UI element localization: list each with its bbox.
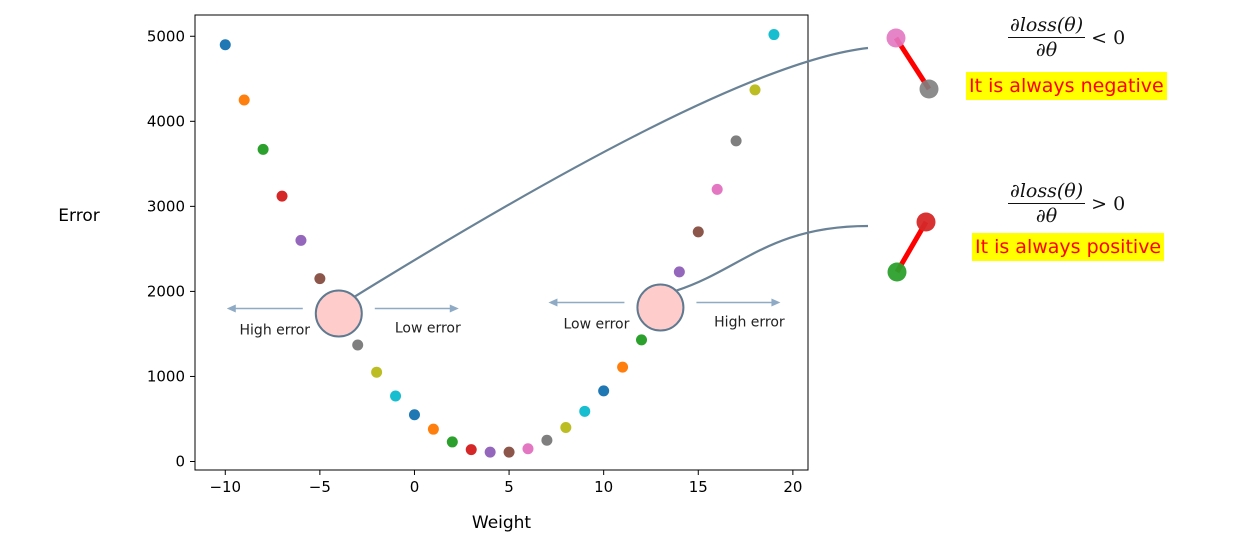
data-point bbox=[484, 446, 496, 458]
x-tick-label: −10 bbox=[209, 478, 241, 496]
data-point bbox=[390, 390, 402, 402]
data-point bbox=[749, 84, 761, 96]
x-tick-label: 10 bbox=[594, 478, 613, 496]
formula-numerator: ∂loss(θ) bbox=[1008, 14, 1086, 38]
formula-denominator: ∂θ bbox=[1035, 39, 1058, 61]
data-point bbox=[295, 234, 307, 246]
formula-relation: > 0 bbox=[1091, 192, 1126, 215]
positive-derivative-formula: ∂loss(θ) ∂θ > 0 bbox=[1008, 180, 1125, 227]
plot-frame bbox=[194, 14, 809, 471]
highlight-circle bbox=[314, 289, 363, 338]
right-arrow-label: Low error bbox=[395, 321, 461, 337]
formula-relation: < 0 bbox=[1091, 26, 1126, 49]
data-point bbox=[238, 94, 250, 106]
data-point bbox=[465, 444, 477, 456]
highlight-circle bbox=[636, 283, 685, 332]
data-point bbox=[617, 361, 629, 373]
y-tick-label: 2000 bbox=[147, 282, 185, 300]
x-tick-label: 15 bbox=[689, 478, 708, 496]
data-point bbox=[560, 421, 572, 433]
positive-slope-line bbox=[894, 220, 929, 274]
y-axis-label: Error bbox=[58, 206, 99, 226]
formula-numerator: ∂loss(θ) bbox=[1008, 180, 1086, 204]
left-arrow-label: High error bbox=[240, 323, 311, 339]
data-point bbox=[673, 266, 685, 278]
data-point bbox=[692, 226, 704, 238]
negative-slope-line bbox=[893, 36, 932, 91]
negative-slope-start-point bbox=[886, 28, 906, 48]
data-point bbox=[522, 443, 534, 455]
plot-axes: −10 −5 0 5 10 15 20 0 1000 2000 3000 4000 5000 Weight… bbox=[58, 14, 809, 533]
right-arrow-label: High error bbox=[714, 315, 785, 331]
y-tick-label: 1000 bbox=[147, 367, 185, 385]
negative-label: It is always negative bbox=[966, 72, 1167, 100]
data-point bbox=[541, 434, 553, 446]
data-point bbox=[579, 405, 591, 417]
x-tick-label: −5 bbox=[309, 478, 331, 496]
data-points bbox=[219, 29, 780, 458]
connector-positive bbox=[676, 224, 869, 292]
left-arrowhead bbox=[226, 304, 236, 313]
data-point bbox=[636, 334, 648, 346]
data-point bbox=[371, 366, 383, 378]
data-point bbox=[446, 436, 458, 448]
data-point bbox=[352, 339, 364, 351]
data-point bbox=[427, 423, 439, 435]
x-axis-label: Weight bbox=[472, 513, 532, 533]
data-point bbox=[257, 143, 269, 155]
right-arrowhead bbox=[449, 304, 459, 313]
y-tick-label: 4000 bbox=[147, 112, 185, 130]
y-tick-label: 5000 bbox=[147, 27, 185, 45]
y-tick-label: 0 bbox=[175, 452, 185, 470]
formula-denominator: ∂θ bbox=[1035, 205, 1058, 227]
y-tick-label: 3000 bbox=[147, 197, 185, 215]
positive-slope-end-point bbox=[916, 212, 936, 232]
data-point bbox=[503, 446, 515, 458]
right-arrowhead bbox=[771, 298, 781, 307]
positive-slope-start-point bbox=[887, 262, 907, 282]
x-tick-label: 0 bbox=[410, 478, 420, 496]
data-point bbox=[768, 29, 780, 41]
left-arrowhead bbox=[548, 298, 558, 307]
negative-slope-end-point bbox=[919, 79, 939, 99]
x-tick-label: 20 bbox=[783, 478, 802, 496]
data-point bbox=[219, 39, 231, 51]
left-arrow-label: Low error bbox=[563, 317, 629, 333]
negative-derivative-formula: ∂loss(θ) ∂θ < 0 bbox=[1008, 14, 1125, 61]
data-point bbox=[730, 135, 742, 147]
positive-label: It is always positive bbox=[972, 233, 1165, 261]
data-point bbox=[314, 273, 326, 285]
data-point bbox=[598, 385, 610, 397]
callouts: High error Low error Low error High error bbox=[226, 28, 939, 339]
data-point bbox=[276, 190, 288, 202]
data-point bbox=[408, 409, 420, 421]
x-tick-label: 5 bbox=[504, 478, 514, 496]
data-point bbox=[711, 183, 723, 195]
connector-negative bbox=[354, 46, 869, 298]
